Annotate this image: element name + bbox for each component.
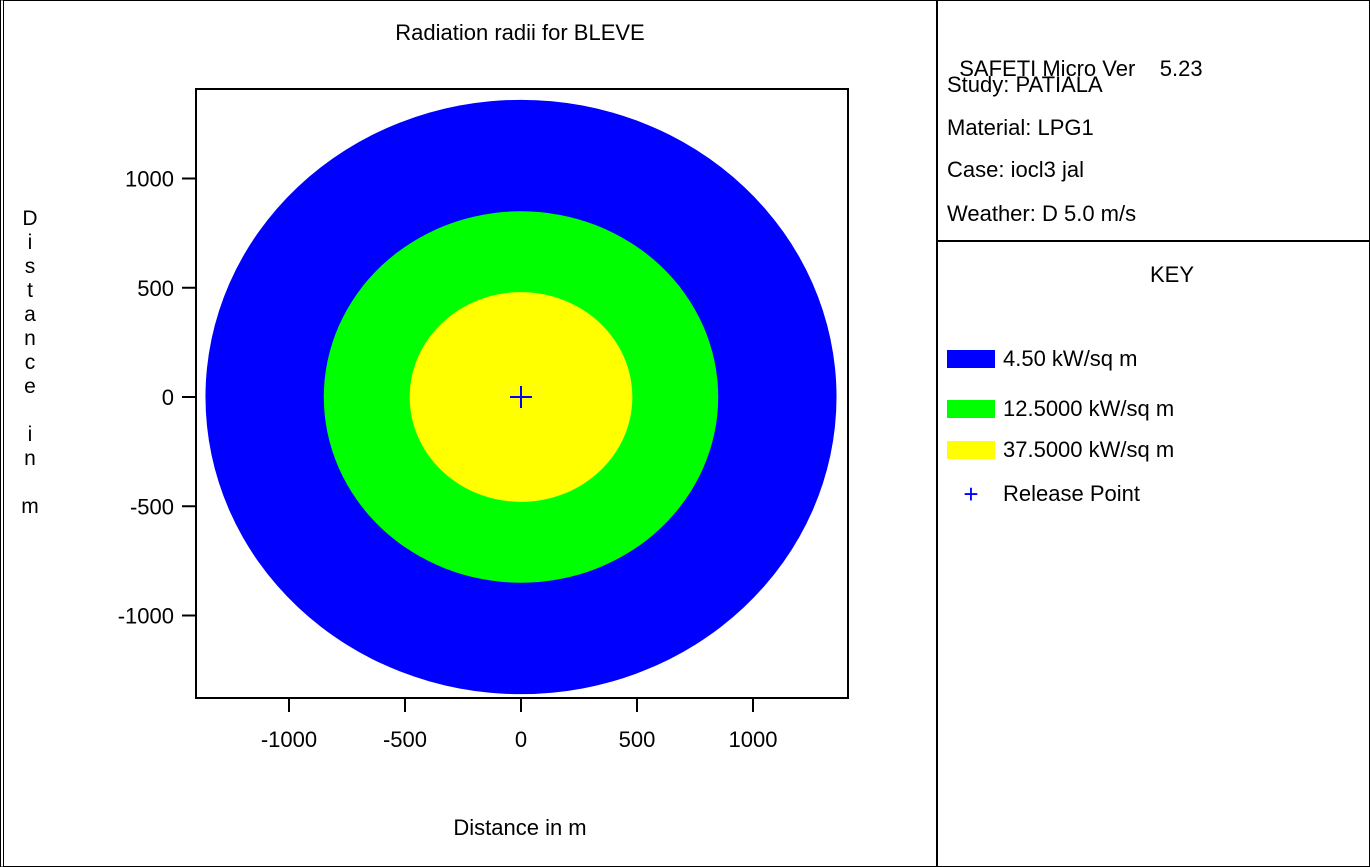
y-axis-label-char: i	[28, 423, 33, 446]
legend-label: 4.50 kW/sq m	[1003, 346, 1138, 371]
y-tick-label: 500	[137, 276, 174, 301]
legend-item-release-point: + Release Point	[947, 481, 1140, 507]
legend-item-12-5: 12.5000 kW/sq m	[947, 396, 1174, 422]
x-tick-label: 500	[619, 727, 656, 752]
y-axis-label-char: n	[24, 327, 36, 350]
material-line: Material: LPG1	[947, 115, 1094, 140]
y-tick-label: -1000	[118, 604, 174, 629]
legend-item-4-50: 4.50 kW/sq m	[947, 346, 1137, 372]
y-axis-label-char: a	[24, 303, 36, 326]
legend-swatch-yellow	[947, 441, 995, 459]
y-axis-label-char: t	[27, 279, 33, 302]
release-point-plus-icon: +	[963, 479, 979, 509]
x-tick-label: 0	[515, 727, 527, 752]
y-axis-label-char: n	[24, 447, 36, 470]
panel-divider-vertical	[936, 0, 938, 867]
legend-swatch-blue	[947, 350, 995, 368]
study-line: Study: PATIALA	[947, 72, 1103, 97]
legend-item-37-5: 37.5000 kW/sq m	[947, 437, 1174, 463]
y-tick-label: 0	[162, 385, 174, 410]
version-label: SAFETI Micro Ver	[959, 56, 1136, 81]
y-axis-label-char: c	[25, 351, 36, 374]
y-axis-label-char: i	[28, 231, 33, 254]
y-axis-label-char: m	[21, 495, 39, 518]
chart-title: Radiation radii for BLEVE	[395, 20, 644, 45]
legend-swatch-green	[947, 400, 995, 418]
key-title: KEY	[1150, 262, 1195, 287]
radiation-chart: Radiation radii for BLEVE -1000 -500 0 500 1…	[21, 20, 849, 840]
legend-label: 37.5000 kW/sq m	[1003, 437, 1175, 462]
panel-divider-horizontal	[936, 240, 1370, 242]
legend-label: 12.5000 kW/sq m	[1003, 396, 1175, 421]
x-axis-label: Distance in m	[453, 815, 586, 840]
legend-label: Release Point	[1003, 481, 1140, 506]
x-tick-label: 1000	[729, 727, 778, 752]
y-axis-label-char: s	[25, 255, 36, 278]
version-line: SAFETI Micro Ver 5.23	[947, 30, 1203, 82]
x-tick-label: -500	[383, 727, 427, 752]
case-line: Case: iocl3 jal	[947, 157, 1084, 182]
y-axis-label-char: e	[24, 375, 36, 398]
version-number: 5.23	[1159, 56, 1203, 81]
plot-area: -1000 -500 0 500 1000 1000 500 0 -500 -1000	[118, 88, 849, 752]
y-tick-label: -500	[130, 494, 174, 519]
weather-line: Weather: D 5.0 m/s	[947, 201, 1137, 226]
y-tick-label: 1000	[125, 167, 174, 192]
y-axis-label-char: D	[22, 207, 37, 230]
x-tick-label: -1000	[261, 727, 317, 752]
release-point-marker	[510, 386, 532, 408]
